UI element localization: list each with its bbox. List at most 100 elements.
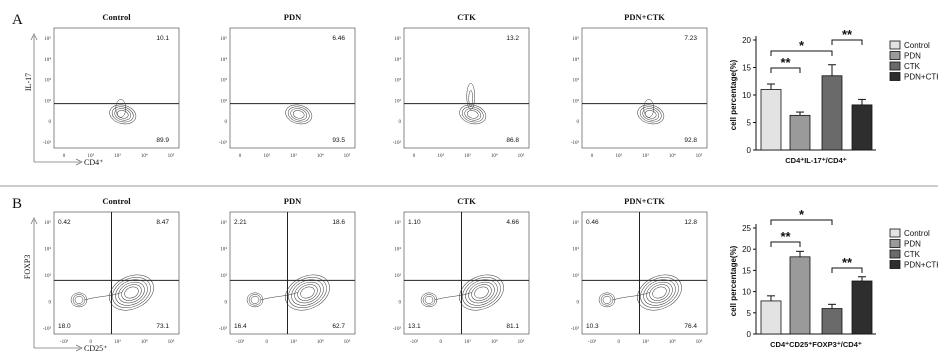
x-arrow-head	[75, 158, 83, 166]
y-tick-label: 10³	[45, 273, 52, 279]
legend-label: PDN	[904, 52, 921, 61]
legend-swatch	[889, 249, 901, 259]
x-tick-label: 10³	[264, 153, 271, 159]
quadrant-upper-right: 4.66	[506, 219, 519, 226]
contour-line	[642, 108, 660, 121]
flow-plot-ctk: CTK 10⁵ 10⁴ 10³ 0 -10³ -10³ 0 10³ 10⁴ 10⁵ 4.66 81.1 1…	[393, 196, 530, 345]
contour-line	[434, 292, 472, 301]
y-axis-label: FOXP3	[23, 255, 32, 279]
plot-title: PDN+CTK	[624, 12, 665, 22]
contour-line	[109, 104, 137, 125]
contour-line	[246, 292, 264, 308]
y-tick-label: 10³	[221, 78, 228, 84]
x-tick-label: 10⁵	[168, 339, 175, 345]
bar-pdn	[789, 256, 811, 335]
contour-line	[285, 104, 313, 125]
y-tick-label: 10⁵	[44, 36, 51, 42]
contour-line	[639, 106, 662, 123]
y-tick-label: 0	[577, 120, 580, 125]
y-tick-label: -10³	[571, 326, 580, 332]
contour-line	[645, 110, 657, 119]
plot-frame	[581, 211, 708, 335]
y-tick-label: 10⁴	[44, 57, 51, 63]
contour-plot	[109, 99, 137, 125]
contour-plot	[246, 274, 330, 311]
x-tick-label: 10⁵	[518, 339, 525, 345]
y-tick-label: 10⁵	[394, 220, 401, 226]
contour-line	[109, 274, 154, 311]
contour-line	[250, 295, 260, 304]
plot-title: PDN+CTK	[624, 196, 665, 206]
y-tick-label: 10⁴	[572, 57, 579, 63]
x-tick-label: 10³	[438, 153, 445, 159]
contour-line	[115, 279, 148, 306]
contour-plot	[598, 274, 682, 311]
x-tick-label: 10³	[616, 153, 623, 159]
contour-plot	[637, 99, 665, 125]
x-tick-label: 10³	[464, 153, 471, 159]
y-tick-label: 10²	[221, 98, 228, 104]
plot-title: PDN	[284, 12, 302, 22]
contour-line	[637, 104, 665, 125]
contour-line	[121, 284, 142, 301]
quadrant-lower-right: 86.8	[506, 137, 519, 144]
bracket-line	[770, 241, 801, 247]
x-axis-label: CD4⁺	[84, 158, 103, 167]
contour-plot	[285, 104, 313, 125]
flow-plot-pdn: PDN 10⁵ 10⁴ 10³ 10² 0 -10³ 0 10³ 10³ 10⁴ 10⁵ 6.46 93.…	[219, 12, 356, 159]
y-tick-label: 10⁵	[572, 220, 579, 226]
contour-line	[74, 295, 84, 304]
contour-line	[112, 277, 151, 309]
y-tick-label: 10⁵	[44, 220, 51, 226]
y-tick-label: 10²	[45, 98, 52, 104]
significance-bracket: **	[831, 255, 863, 273]
y-tick-label: 10³	[395, 273, 402, 279]
significance-label: **	[780, 229, 791, 244]
legend-label: PDN+CTK	[904, 73, 938, 82]
y-tick-label: 10⁴	[220, 57, 227, 63]
x-tick-label: 0	[239, 154, 242, 159]
contour-line	[84, 292, 122, 301]
contour-line	[459, 274, 504, 311]
panel-letter: A	[12, 12, 23, 28]
plot-frame	[229, 211, 356, 335]
y-tick-label: -10³	[43, 140, 52, 146]
bar-control	[760, 300, 782, 335]
contour-line	[468, 90, 473, 107]
bar-chart-a: 0 5 10 15 20 cell percentage(%) CD4⁺IL-17⁺/CD4…	[729, 27, 938, 165]
y-tick-label: 10³	[45, 78, 52, 84]
contour-line	[117, 110, 129, 119]
plot-frame	[53, 211, 180, 335]
contour-line	[462, 277, 501, 309]
y-tick-label: 15	[742, 64, 751, 73]
significance-bracket: **	[831, 27, 863, 45]
contour-line	[115, 99, 126, 118]
x-tick-label: 10³	[88, 153, 95, 159]
x-tick-label: 10³	[114, 153, 121, 159]
y-tick-label: -10³	[571, 140, 580, 146]
y-tick-label: 5	[747, 119, 752, 128]
legend-swatch	[889, 260, 901, 269]
contour-line	[114, 108, 132, 121]
y-tick-label: 25	[742, 224, 751, 233]
y-axis-label: IL-17	[24, 73, 33, 91]
y-tick-label: -10³	[393, 140, 402, 146]
x-tick-label: 10⁵	[168, 153, 175, 159]
y-tick-label: 10⁴	[44, 247, 51, 253]
y-tick-label: 0	[49, 301, 52, 306]
x-tick-label: 0	[440, 340, 443, 345]
y-arrow-head	[30, 33, 38, 41]
x-tick-label: -10³	[60, 339, 69, 345]
contour-line	[649, 284, 670, 301]
legend-swatch	[889, 228, 901, 238]
bar-pdn-ctk	[851, 104, 873, 151]
plot-frame	[53, 27, 180, 149]
y-tick-label: 10⁴	[394, 57, 401, 63]
x-tick-label: 10⁴	[491, 339, 498, 345]
flow-panel-a: A IL-17 CD4⁺ Control 10⁵ 10⁴ 10³ 10² 0 -10³ 0 10³ 10…	[12, 12, 708, 167]
flow-plot-pdn: PDN 10⁵ 10⁴ 10³ 0 -10³ -10³ 0 10³ 10⁴ 10⁵ 18.6 62.7 2…	[219, 196, 356, 345]
x-tick-label: 10⁵	[344, 153, 351, 159]
flow-plot-pdn-ctk: PDN+CTK 10⁵ 10⁴ 10³ 0 -10³ -10³ 0 10³ 10⁴ 10⁵ 12.8 7…	[571, 196, 708, 345]
quadrant-upper-left: 2.21	[234, 219, 247, 226]
contour-line	[288, 277, 327, 309]
